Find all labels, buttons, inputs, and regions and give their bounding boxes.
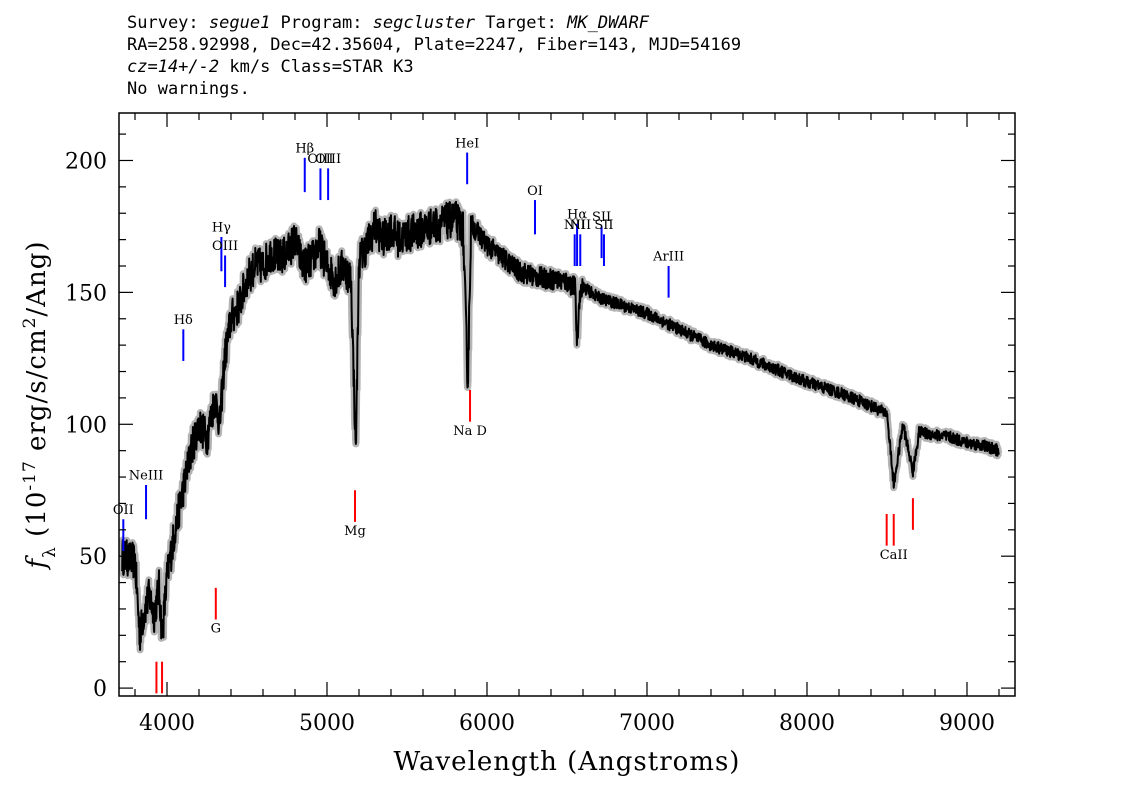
class-value: km/s Class=STAR K3 — [219, 57, 414, 77]
x-tick-label: 4000 — [139, 711, 195, 736]
emission-line-label: NeIII — [129, 469, 163, 484]
x-tick-label: 7000 — [619, 711, 675, 736]
emission-line-label: ArIII — [652, 250, 684, 265]
emission-line-label: OII — [113, 503, 134, 518]
emission-line-label: SII — [594, 218, 613, 233]
y-tick-label: 200 — [65, 149, 107, 174]
spectrum-line — [121, 200, 1000, 651]
program-value: segcluster — [372, 13, 476, 33]
y-tick-label: 100 — [65, 413, 107, 438]
absorption-line-label: CaII — [880, 548, 908, 563]
x-tick-label: 9000 — [939, 711, 995, 736]
spectral-lines-layer: OIINeIIIHδHγOIIIHβOIIIOIIIHeIOINIIHαNIIS… — [113, 136, 914, 694]
emission-line-label: SII — [592, 210, 611, 225]
emission-line-label: Hβ — [295, 142, 314, 157]
emission-line-label: Hα — [567, 208, 587, 223]
absorption-line-label: G — [211, 622, 221, 637]
absorption-line-label: Mg — [344, 524, 366, 539]
target-value: MK_DWARF — [567, 13, 650, 33]
emission-line-label: OI — [527, 184, 543, 199]
header-line-redshift: cz=14+/-2 km/s Class=STAR K3 — [127, 56, 741, 78]
redshift-value: cz=14+/-2 — [127, 57, 220, 77]
emission-line-label: OIII — [307, 152, 333, 167]
spectrum-layer — [121, 200, 1000, 651]
axes-layer: 4000 5000 6000 7000 8000 9000 0 50 100 150 200 — [65, 112, 1016, 736]
y-tick-label: 0 — [93, 677, 107, 702]
emission-line-label: Hγ — [212, 221, 231, 236]
plot-frame — [118, 112, 1016, 697]
header-line-warnings: No warnings. — [127, 79, 250, 99]
emission-line-label: NII — [564, 218, 586, 233]
y-tick-label: 150 — [65, 281, 107, 306]
absorption-line-label: Na D — [453, 424, 487, 439]
spectrum-header: Survey: segue1 Program: segcluster Targe… — [127, 12, 741, 100]
x-tick-label: 8000 — [779, 711, 835, 736]
header-line-survey: Survey: segue1 Program: segcluster Targe… — [127, 12, 741, 34]
emission-line-label: OIII — [315, 152, 341, 167]
emission-line-label: HeI — [455, 136, 479, 151]
program-label: Program: — [270, 13, 373, 33]
target-label: Target: — [475, 13, 568, 33]
emission-line-label: OIII — [212, 239, 238, 254]
x-tick-label: 6000 — [459, 711, 515, 736]
y-tick-label: 50 — [79, 545, 107, 570]
y-axis-title: fλ (10-17 erg/s/cm2/Ang) — [20, 240, 60, 570]
header-line-coordinates: RA=258.92998, Dec=42.35604, Plate=2247, … — [127, 35, 742, 55]
survey-label: Survey: — [127, 13, 209, 33]
emission-line-label: Hδ — [174, 313, 193, 328]
x-tick-label: 5000 — [299, 711, 355, 736]
survey-value: segue1 — [208, 13, 271, 33]
x-axis-title: Wavelength (Angstroms) — [394, 747, 741, 777]
emission-line-label: NII — [569, 218, 591, 233]
